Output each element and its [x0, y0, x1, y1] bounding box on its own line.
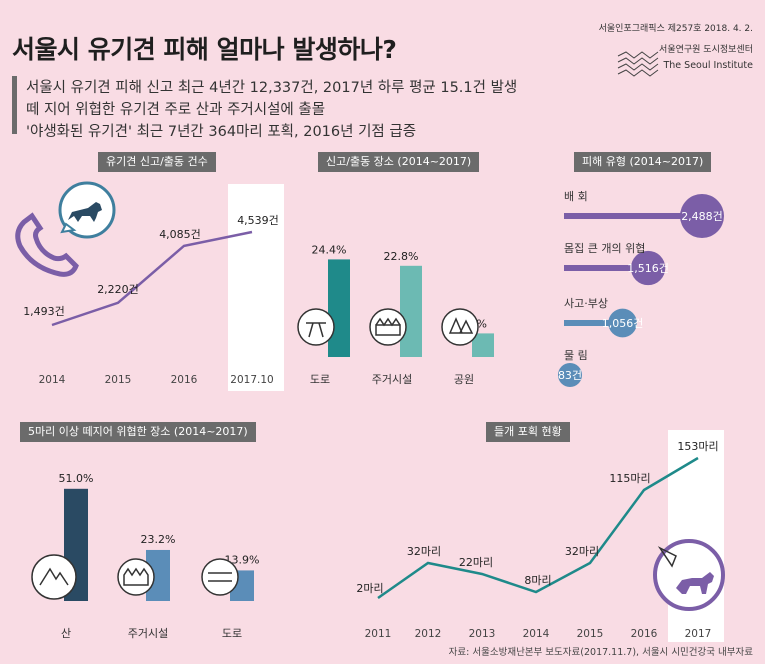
chart4-value-label: 23.2% — [141, 533, 176, 546]
house-icon-row — [375, 324, 401, 336]
chart5-value-label: 32마리 — [407, 545, 441, 558]
chart5-x-tick: 2012 — [415, 628, 442, 640]
chart1-value-label: 4,539건 — [237, 214, 279, 227]
summary-accent-bar — [12, 76, 17, 134]
chart5-value-label: 115마리 — [609, 472, 650, 485]
chart3-bubble — [558, 363, 582, 387]
chart3-category-label: 물 림 — [564, 349, 588, 362]
chart2-x-tick: 공원 — [454, 373, 474, 386]
chart3-bubble — [630, 250, 666, 286]
chart2-x-tick: 도로 — [310, 373, 330, 386]
institute-name-en: The Seoul Institute — [663, 60, 753, 71]
chart4-value-label: 51.0% — [59, 472, 94, 485]
phone-dog-icon — [15, 181, 116, 277]
chart4-title: 5마리 이상 떼지어 위협한 장소 (2014~2017) — [20, 422, 256, 442]
chart2-bar — [472, 333, 494, 357]
road-icon — [208, 572, 232, 582]
net-icon — [657, 546, 677, 568]
chart3-category-label: 배 회 — [564, 190, 588, 203]
chart3-value-label: 1,516건 — [627, 262, 669, 275]
road-icon-lanes — [308, 322, 324, 338]
source-note: 자료: 서울소방재난본부 보도자료(2017.11.7), 서울시 시민건강국 … — [448, 647, 753, 658]
chart1-x-tick: 2014 — [39, 374, 66, 386]
chart3-value-label: 83건 — [558, 369, 582, 382]
chart2-icon-circle — [369, 308, 407, 346]
chart4-x-tick: 도로 — [222, 627, 242, 640]
chart1-title: 유기견 신고/출동 건수 — [98, 152, 216, 172]
chart1-highlight-column — [228, 184, 284, 391]
dog-icon — [676, 572, 714, 594]
chart5-value-label: 2마리 — [356, 582, 383, 595]
chart5-value-label: 32마리 — [565, 545, 599, 558]
chart1-x-tick: 2015 — [105, 374, 132, 386]
chart4-x-tick: 주거시설 — [128, 627, 168, 640]
seoul-institute-logo — [617, 51, 659, 77]
chart1-value-label: 2,220건 — [97, 283, 139, 296]
chart5-x-tick: 2011 — [365, 628, 392, 640]
tree-icon-shape — [448, 317, 474, 334]
chart5-value-label: 153마리 — [677, 440, 718, 453]
chart3-title: 피해 유형 (2014~2017) — [574, 152, 712, 172]
chart5-value-label: 8마리 — [524, 574, 551, 587]
summary-line-3: '야생화된 유기견' 최근 7년간 364마리 포획, 2016년 기점 급증 — [26, 124, 417, 140]
chart4-x-tick: 산 — [61, 627, 71, 640]
chart4-value-label: 13.9% — [225, 553, 260, 566]
chart2-value-label: 22.8% — [384, 250, 419, 263]
institute-name: 서울연구원 도시정보센터 — [659, 45, 753, 55]
chart3-value-label: 2,488건 — [681, 210, 723, 223]
chart3-bar — [564, 213, 702, 219]
chart5-x-tick: 2015 — [577, 628, 604, 640]
chart3-bubble — [608, 308, 637, 338]
summary-line-2: 떼 지어 위협한 유기견 주로 산과 주거시설에 출몰 — [26, 102, 326, 118]
chart3-value-label: 1,056건 — [602, 317, 644, 330]
page-title: 서울시 유기견 피해 얼마나 발생하나? — [12, 35, 397, 64]
chart5-value-label: 22마리 — [459, 556, 493, 569]
chart1-line — [51, 230, 253, 327]
chart1-value-label: 1,493건 — [23, 305, 65, 318]
chart2-value-label: 24.4% — [312, 243, 347, 256]
chart4-icon-circle — [117, 558, 155, 596]
chart5-line — [377, 456, 699, 600]
chart1-x-tick: 2017.10 — [230, 374, 273, 386]
house-icon-roofs — [375, 317, 401, 327]
chart2-title: 신고/출동 장소 (2014~2017) — [318, 152, 480, 172]
chart3-bar — [564, 320, 623, 326]
chart2-icon-circle — [297, 308, 335, 346]
chart2-bar — [400, 265, 422, 357]
chart4-icon-circle — [201, 558, 239, 596]
chart5-x-tick: 2014 — [523, 628, 550, 640]
chart5-title: 들개 포획 현황 — [486, 422, 570, 442]
chart3-category-label: 몸집 큰 개의 위협 — [564, 242, 645, 255]
summary-line-1: 서울시 유기견 피해 신고 최근 4년간 12,337건, 2017년 하루 평… — [26, 80, 518, 96]
chart3-bubble — [680, 194, 724, 238]
chart1-value-label: 4,085건 — [159, 228, 201, 241]
house-icon — [123, 567, 149, 586]
chart3-category-label: 사고·부상 — [564, 297, 608, 310]
chart5-x-tick: 2016 — [631, 628, 658, 640]
chart1-x-tick: 2016 — [171, 374, 198, 386]
chart5-x-tick: 2017 — [685, 628, 712, 640]
issue-info: 서울인포그래픽스 제257호 2018. 4. 2. — [598, 24, 753, 34]
publisher-block: 서울인포그래픽스 제257호 2018. 4. 2. 서울연구원 도시정보센터 … — [599, 22, 753, 73]
chart5-x-tick: 2013 — [469, 628, 496, 640]
chart2-x-tick: 주거시설 — [372, 373, 412, 386]
mountain-icon — [39, 567, 69, 586]
chart3-bar — [564, 265, 649, 271]
